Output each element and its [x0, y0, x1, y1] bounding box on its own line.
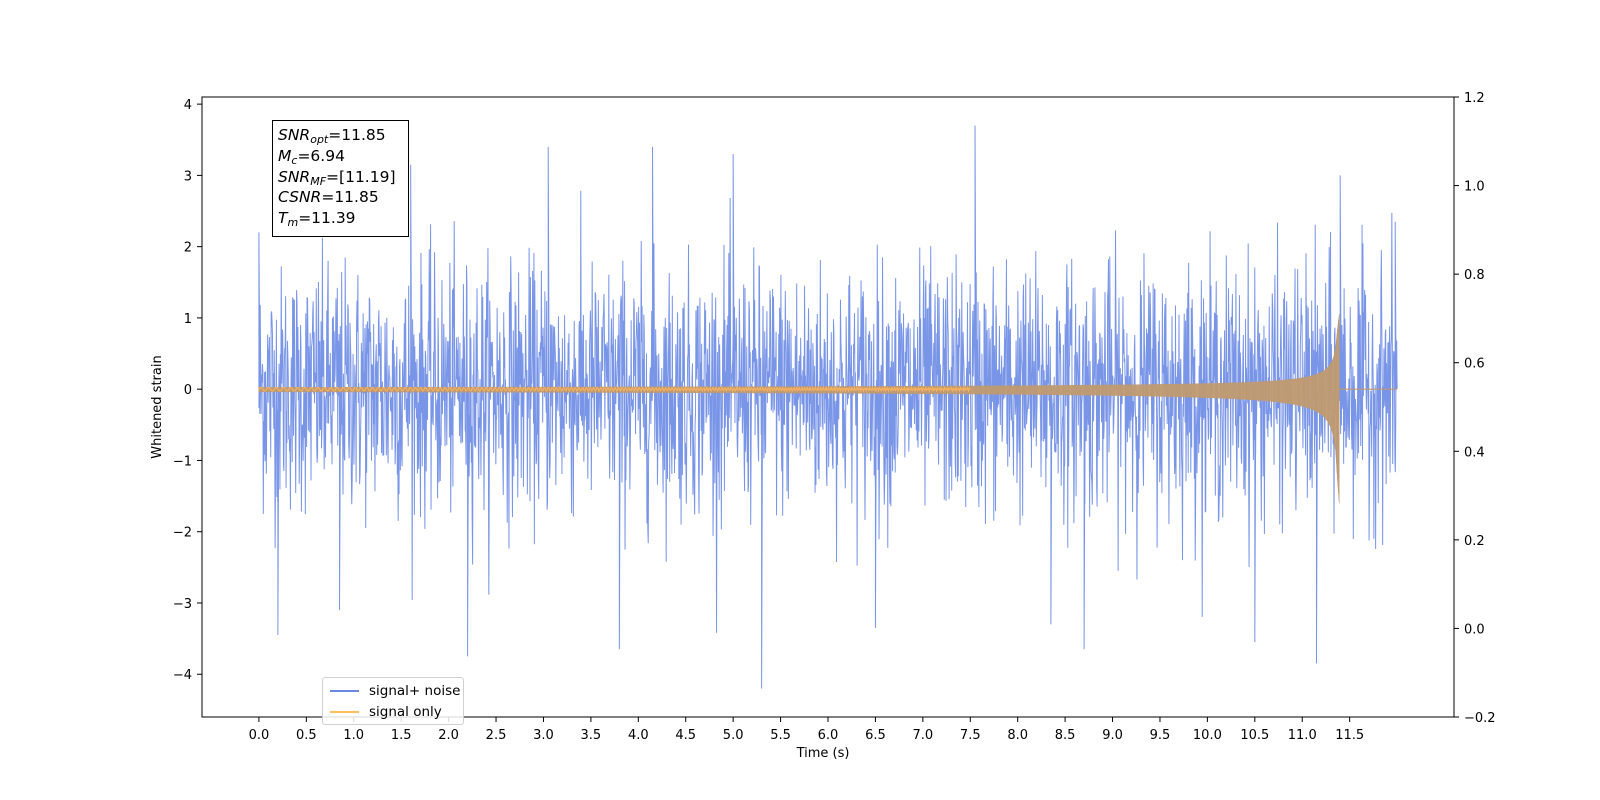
x-tick-label: 4.0	[628, 728, 649, 743]
x-tick-label: 10.5	[1240, 728, 1269, 743]
x-tick-label: 2.5	[486, 728, 507, 743]
annotation-box: SNRopt=11.85 Mc=6.94 SNRMF=[11.19] CSNR=…	[272, 120, 409, 237]
y-tick-label: 2	[184, 241, 192, 256]
legend-item-signal-noise: signal+ noise	[330, 681, 460, 701]
y2-tick-label: 0.4	[1464, 445, 1485, 460]
legend-item-signal-only: signal only	[330, 702, 442, 722]
legend-label-signal-noise: signal+ noise	[369, 683, 461, 699]
y-axis-right: −0.2 0.0 0.2 0.4 0.6 0.8 1.0 1.2	[1454, 91, 1496, 726]
legend: signal+ noise signal only	[322, 677, 464, 725]
x-tick-label: 8.5	[1055, 728, 1076, 743]
x-tick-label: 1.0	[343, 728, 364, 743]
y-tick-label: 0	[184, 383, 192, 398]
y2-tick-label: 0.6	[1464, 357, 1485, 372]
annotation-merger-time: Tm=11.39	[278, 209, 356, 230]
y-axis-label: Whitened strain	[150, 355, 165, 458]
x-tick-label: 9.5	[1150, 728, 1171, 743]
x-tick-label: 1.5	[391, 728, 412, 743]
x-axis: 0.0 0.5 1.0 1.5 2.0 2.5 3.0 3.5 4.0 4.5 5.0 5.5 6.0 6…	[249, 717, 1364, 743]
series-signal-only	[258, 314, 1340, 504]
y2-tick-label: 1.0	[1464, 180, 1485, 195]
y-tick-label: −1	[173, 454, 192, 469]
y-tick-label: −4	[173, 668, 192, 683]
y-tick-label: −2	[173, 526, 192, 541]
x-axis-label: Time (s)	[796, 746, 850, 761]
y2-tick-label: 0.0	[1464, 622, 1485, 637]
series-signal-noise	[258, 125, 1398, 689]
y-tick-label: 1	[184, 312, 192, 327]
annotation-snr-mf: SNRMF=[11.19]	[278, 167, 396, 188]
legend-swatch-signal-only	[330, 711, 359, 713]
x-tick-label: 3.0	[533, 728, 554, 743]
x-tick-label: 0.5	[296, 728, 317, 743]
y-tick-label: 3	[184, 169, 192, 184]
y2-tick-label: 1.2	[1464, 91, 1485, 106]
x-tick-label: 2.0	[438, 728, 459, 743]
x-tick-label: 6.0	[818, 728, 839, 743]
x-tick-label: 3.5	[581, 728, 602, 743]
x-tick-label: 11.5	[1335, 728, 1364, 743]
x-tick-label: 4.5	[675, 728, 696, 743]
x-tick-label: 5.5	[770, 728, 791, 743]
y-tick-label: 4	[184, 98, 192, 113]
x-tick-label: 7.5	[960, 728, 981, 743]
x-tick-label: 5.0	[723, 728, 744, 743]
x-tick-label: 9.0	[1102, 728, 1123, 743]
plot-area	[258, 125, 1398, 689]
series-signal-only-early	[258, 385, 971, 393]
y2-tick-label: 0.8	[1464, 268, 1485, 283]
legend-label-signal-only: signal only	[369, 704, 442, 720]
annotation-chirp-mass: Mc=6.94	[278, 146, 345, 167]
x-tick-label: 7.0	[913, 728, 934, 743]
y2-tick-label: −0.2	[1464, 711, 1496, 726]
x-tick-label: 8.0	[1007, 728, 1028, 743]
x-tick-label: 0.0	[249, 728, 270, 743]
annotation-snr-opt: SNRopt=11.85	[278, 126, 386, 146]
x-tick-label: 10.0	[1193, 728, 1222, 743]
legend-swatch-signal-noise	[330, 690, 359, 692]
x-tick-label: 6.5	[865, 728, 886, 743]
y-axis-left: −4 −3 −2 −1 0 1 2 3 4	[173, 98, 202, 683]
annotation-csnr: CSNR=11.85	[278, 188, 379, 207]
x-tick-label: 11.0	[1288, 728, 1317, 743]
y-tick-label: −3	[173, 597, 192, 612]
y2-tick-label: 0.2	[1464, 534, 1485, 549]
